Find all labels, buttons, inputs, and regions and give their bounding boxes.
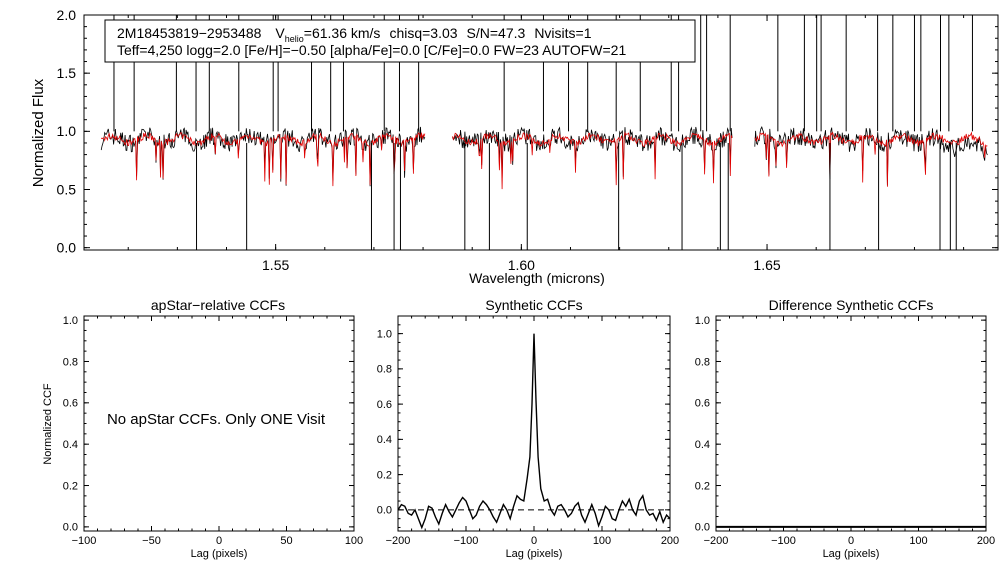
apstar-ccf-panel: apStar−relative CCFs −100 −50 0 50 100 0.0 0.2… — [42, 297, 363, 560]
synthetic-spectrum-line — [754, 131, 988, 187]
y-tick-label: 0.0 — [57, 240, 77, 256]
difference-ccf-ticks: −200 −100 0 100 200 0.0 0.2 0.4 0.6 0.8 1.0 — [695, 315, 995, 547]
velocity-value: =61.36 km/s — [304, 25, 381, 41]
y-tick-label: 0.0 — [377, 505, 392, 517]
synthetic-ccf-data — [397, 333, 671, 530]
y-tick-label: 0.2 — [63, 480, 78, 492]
y-tick-label: 1.0 — [63, 315, 78, 327]
y-tick-label: 2.0 — [57, 7, 77, 23]
x-tick-label: −200 — [386, 535, 411, 547]
y-tick-label: 1.0 — [377, 328, 392, 340]
sn-value: S/N=47.3 — [467, 25, 526, 41]
x-tick-label: 100 — [345, 535, 363, 547]
x-tick-label: −100 — [454, 535, 479, 547]
synthetic-ccf-x-axis-label: Lag (pixels) — [506, 548, 563, 560]
x-tick-label: −50 — [142, 535, 161, 547]
nvisits-value: Nvisits=1 — [534, 25, 591, 41]
y-tick-label: 0.2 — [695, 480, 710, 492]
spectrum-y-axis-label: Normalized Flux — [30, 78, 47, 187]
y-tick-label: 0.0 — [695, 522, 710, 534]
y-tick-label: 0.4 — [377, 434, 392, 446]
y-tick-label: 1.5 — [57, 65, 77, 81]
synthetic-ccf-line — [397, 333, 671, 530]
synthetic-ccf-ticks: −200 −100 0 100 200 0.0 0.2 0.4 0.6 0.8 1.0 — [377, 315, 679, 547]
synthetic-spectrum-line — [452, 131, 733, 190]
x-tick-label: 1.60 — [508, 257, 535, 273]
y-tick-label: 0.8 — [695, 356, 710, 368]
y-tick-label: 0.6 — [377, 399, 392, 411]
apstar-ccf-y-axis-label: Normalized CCF — [42, 383, 54, 465]
synthetic-ccf-panel: Synthetic CCFs −200 −100 0 100 200 0.0 0.2 0.4 0… — [377, 297, 679, 560]
x-tick-label: 100 — [593, 535, 611, 547]
y-tick-label: 1.0 — [57, 123, 77, 139]
y-tick-label: 0.8 — [63, 356, 78, 368]
spectrum-info-box — [104, 19, 696, 63]
star-id: 2M18453819−2953488 — [117, 25, 262, 41]
x-tick-label: 200 — [661, 535, 679, 547]
apstar-ccf-ticks: −100 −50 0 50 100 0.0 0.2 0.4 0.6 0.8 1.0 — [63, 315, 363, 547]
velocity-label: V — [275, 25, 285, 41]
x-tick-label: 0 — [216, 535, 222, 547]
observed-spectrum-line — [100, 126, 426, 187]
spectrum-frame — [83, 14, 999, 251]
y-tick-label: 0.4 — [63, 439, 78, 451]
velocity-subscript: helio — [285, 34, 304, 44]
spectrum-x-axis-label: Wavelength (microns) — [469, 270, 605, 286]
x-tick-label: 0 — [848, 535, 854, 547]
x-tick-label: −100 — [72, 535, 97, 547]
x-tick-label: 50 — [280, 535, 292, 547]
difference-ccf-frame — [715, 315, 987, 532]
x-tick-label: 1.65 — [753, 257, 780, 273]
x-tick-label: −100 — [771, 535, 796, 547]
chisq-value: chisq=3.03 — [389, 25, 457, 41]
difference-ccf-panel: Difference Synthetic CCFs −200 −100 0 100 20… — [695, 297, 995, 560]
x-tick-label: −200 — [704, 535, 729, 547]
apstar-ccf-x-axis-label: Lag (pixels) — [191, 548, 248, 560]
y-tick-label: 0.5 — [57, 181, 77, 197]
spectrum-info-line2: Teff=4,250 logg=2.0 [Fe/H]=−0.50 [alpha/… — [117, 42, 626, 58]
spectrum-panel: 1.55 1.60 1.65 0.0 0.5 1.0 1.5 2.0 2M18453819−2… — [30, 7, 999, 286]
y-tick-label: 0.6 — [63, 398, 78, 410]
x-tick-label: 100 — [909, 535, 927, 547]
apstar-ccf-title: apStar−relative CCFs — [151, 297, 285, 313]
y-tick-label: 0.4 — [695, 439, 710, 451]
spectrum-ticks: 1.55 1.60 1.65 0.0 0.5 1.0 1.5 2.0 — [57, 7, 998, 273]
difference-ccf-x-axis-label: Lag (pixels) — [823, 548, 880, 560]
x-tick-label: 0 — [531, 535, 537, 547]
observed-spectrum-line — [754, 125, 988, 186]
y-tick-label: 0.0 — [63, 522, 78, 534]
y-tick-label: 0.2 — [377, 469, 392, 481]
y-tick-label: 0.6 — [695, 398, 710, 410]
apstar-ccf-message: No apStar CCFs. Only ONE Visit — [107, 411, 326, 428]
y-tick-label: 1.0 — [695, 315, 710, 327]
spectrum-info-line1: 2M18453819−2953488 Vhelio=61.36 km/s chisq… — [117, 25, 592, 44]
synthetic-ccf-title: Synthetic CCFs — [485, 297, 582, 313]
difference-ccf-title: Difference Synthetic CCFs — [769, 297, 934, 313]
x-tick-label: 200 — [977, 535, 995, 547]
x-tick-label: 1.55 — [262, 257, 289, 273]
y-tick-label: 0.8 — [377, 364, 392, 376]
